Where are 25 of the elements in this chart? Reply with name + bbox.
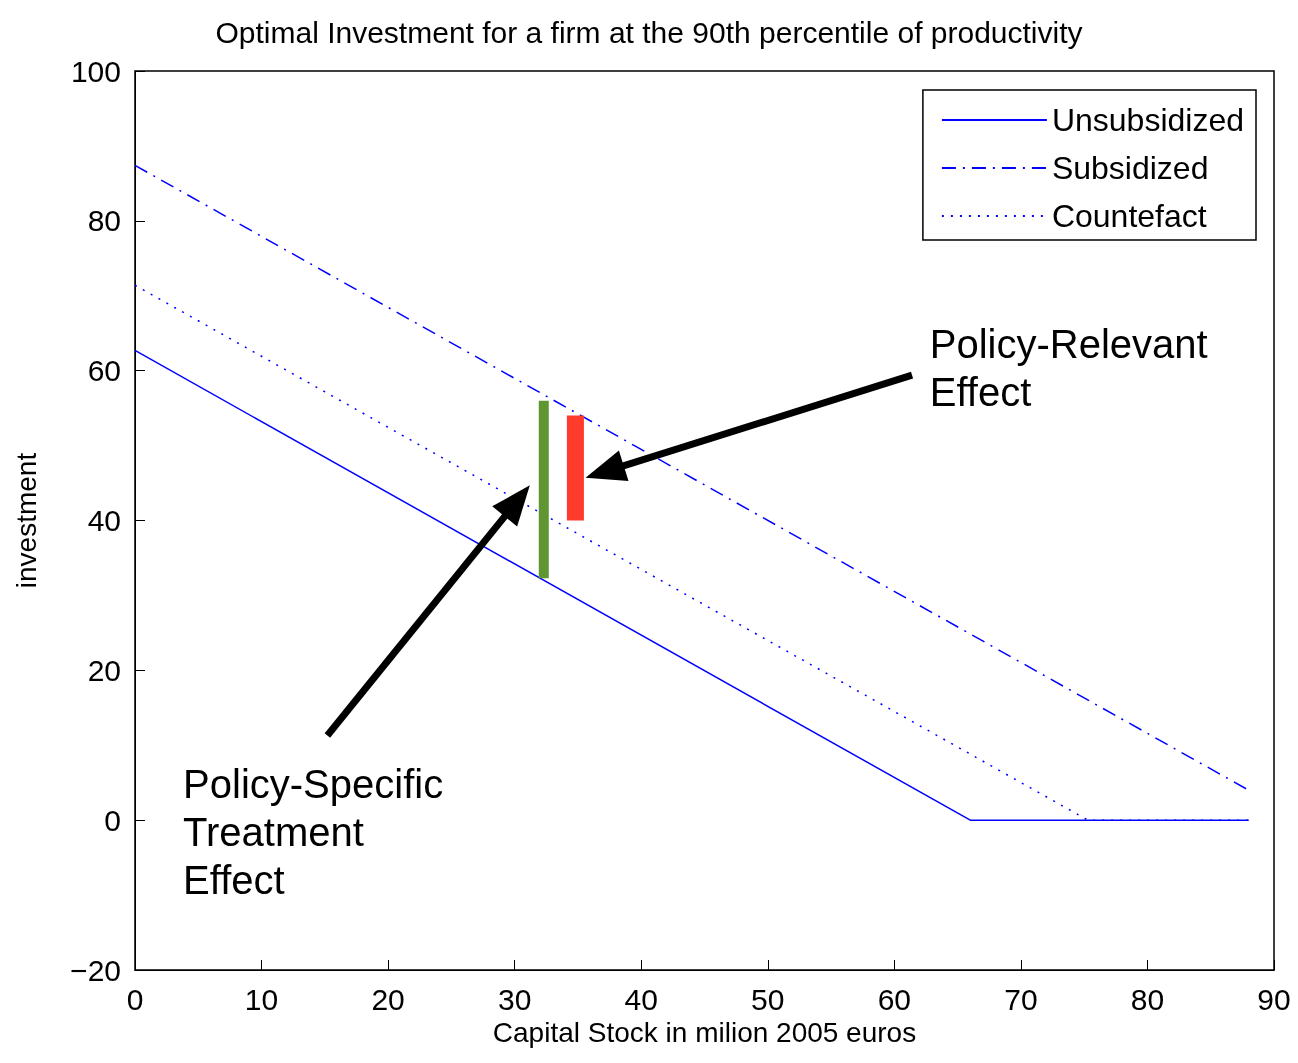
x-axis-title: Capital Stock in milion 2005 euros: [492, 1017, 917, 1049]
x-tick-label: 30: [497, 982, 532, 1016]
chart-title: Optimal Investment for a firm at the 90th percentile of productivity: [215, 15, 1083, 49]
x-tick-label: 80: [1130, 982, 1165, 1016]
y-tick-label: 60: [87, 354, 121, 388]
x-tick-label: 90: [1257, 982, 1291, 1016]
legend-label: Countefact: [1051, 198, 1207, 234]
x-tick-label: 70: [1004, 982, 1038, 1016]
x-tick-label: 0: [126, 982, 144, 1016]
x-tick-label: 60: [877, 982, 912, 1016]
y-tick-label: 0: [104, 803, 121, 837]
annotation: Policy-Relevant Effect: [929, 321, 1208, 414]
x-tick-label: 10: [244, 982, 279, 1016]
annotation: Policy-Specific Treatment Effect: [183, 762, 444, 903]
y-tick-label: −20: [70, 953, 121, 987]
y-axis-title: investment: [10, 452, 42, 589]
x-tick-label: 50: [751, 982, 785, 1016]
y-tick-label: 20: [87, 653, 121, 687]
x-tick-label: 20: [371, 982, 405, 1016]
y-tick-label: 100: [70, 54, 121, 88]
y-tick-label: 40: [87, 504, 121, 537]
legend-label: Subsidized: [1051, 150, 1209, 186]
legend-label: Unsubsidized: [1051, 102, 1244, 138]
y-tick-label: 80: [87, 204, 121, 238]
x-tick-label: 40: [624, 982, 658, 1016]
